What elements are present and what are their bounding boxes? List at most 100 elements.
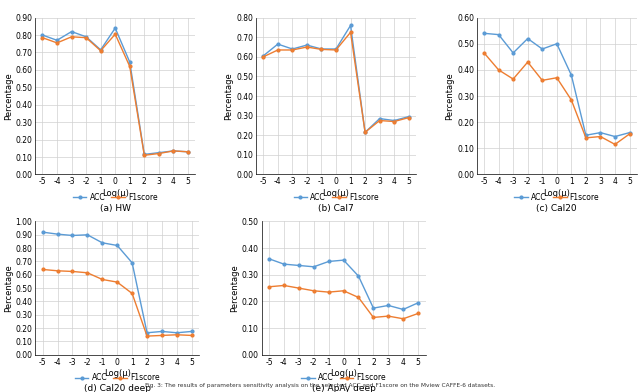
X-axis label: Log(μ): Log(μ) bbox=[543, 189, 570, 198]
Legend: ACC, F1score: ACC, F1score bbox=[291, 190, 381, 205]
ACC bbox=[259, 54, 267, 58]
F1score bbox=[126, 64, 134, 69]
Text: (a) HW: (a) HW bbox=[100, 204, 131, 213]
F1score bbox=[259, 54, 267, 59]
ACC bbox=[140, 152, 148, 157]
F1score bbox=[355, 295, 362, 300]
F1score bbox=[39, 267, 47, 272]
ACC bbox=[553, 42, 561, 46]
Line: F1score: F1score bbox=[41, 33, 189, 157]
ACC bbox=[39, 230, 47, 234]
F1score bbox=[325, 290, 333, 294]
ACC bbox=[399, 307, 407, 312]
Line: ACC: ACC bbox=[41, 231, 193, 334]
Y-axis label: Percentage: Percentage bbox=[230, 264, 239, 312]
F1score bbox=[611, 142, 619, 147]
F1score bbox=[274, 48, 282, 53]
ACC bbox=[143, 330, 151, 335]
F1score bbox=[170, 149, 177, 153]
ACC bbox=[53, 38, 61, 43]
F1score bbox=[111, 32, 119, 36]
Line: ACC: ACC bbox=[483, 32, 631, 138]
ACC bbox=[99, 240, 106, 245]
Legend: ACC, F1score: ACC, F1score bbox=[72, 370, 163, 385]
Text: (b) Cal7: (b) Cal7 bbox=[318, 204, 354, 213]
ACC bbox=[568, 73, 575, 78]
F1score bbox=[509, 77, 517, 82]
Legend: ACC, F1score: ACC, F1score bbox=[511, 190, 602, 205]
F1score bbox=[524, 60, 532, 64]
F1score bbox=[128, 291, 136, 296]
F1score bbox=[361, 130, 369, 135]
X-axis label: Log(μ): Log(μ) bbox=[323, 189, 349, 198]
ACC bbox=[289, 47, 296, 51]
F1score bbox=[53, 40, 61, 45]
ACC bbox=[188, 329, 196, 334]
F1score bbox=[390, 119, 398, 124]
F1score bbox=[38, 35, 46, 40]
ACC bbox=[310, 265, 317, 269]
ACC bbox=[524, 36, 532, 41]
ACC bbox=[385, 303, 392, 308]
ACC bbox=[626, 130, 634, 135]
Text: (d) Cal20 deep: (d) Cal20 deep bbox=[84, 384, 150, 392]
F1score bbox=[538, 78, 546, 83]
Text: (e) ApAy deep: (e) ApAy deep bbox=[312, 384, 376, 392]
ACC bbox=[173, 330, 180, 335]
F1score bbox=[188, 333, 196, 338]
ACC bbox=[54, 232, 61, 236]
F1score bbox=[332, 48, 340, 53]
ACC bbox=[376, 116, 383, 121]
F1score bbox=[54, 269, 61, 273]
F1score bbox=[385, 314, 392, 318]
ACC bbox=[495, 32, 502, 37]
ACC bbox=[265, 256, 273, 261]
ACC bbox=[303, 43, 311, 47]
Line: F1score: F1score bbox=[268, 284, 420, 320]
ACC bbox=[170, 149, 177, 153]
ACC bbox=[405, 114, 413, 119]
F1score bbox=[97, 48, 104, 53]
ACC bbox=[347, 23, 355, 28]
F1score bbox=[99, 277, 106, 282]
Line: ACC: ACC bbox=[41, 27, 189, 156]
F1score bbox=[295, 286, 303, 290]
F1score bbox=[568, 98, 575, 102]
F1score bbox=[140, 153, 148, 158]
Legend: ACC, F1score: ACC, F1score bbox=[298, 370, 389, 385]
ACC bbox=[325, 259, 333, 264]
F1score bbox=[369, 315, 377, 320]
ACC bbox=[369, 306, 377, 310]
F1score bbox=[310, 289, 317, 293]
Y-axis label: Percentage: Percentage bbox=[4, 72, 13, 120]
F1score bbox=[376, 118, 383, 123]
F1score bbox=[265, 285, 273, 289]
Y-axis label: Percentage: Percentage bbox=[445, 72, 454, 120]
ACC bbox=[317, 47, 325, 51]
F1score bbox=[184, 149, 192, 154]
F1score bbox=[405, 115, 413, 120]
F1score bbox=[113, 280, 121, 285]
ACC bbox=[390, 118, 398, 123]
F1score bbox=[155, 151, 163, 156]
ACC bbox=[611, 134, 619, 139]
ACC bbox=[68, 29, 76, 34]
F1score bbox=[596, 134, 604, 139]
ACC bbox=[295, 263, 303, 268]
X-axis label: Log(μ): Log(μ) bbox=[330, 369, 357, 378]
ACC bbox=[480, 31, 488, 36]
ACC bbox=[355, 274, 362, 278]
X-axis label: Log(μ): Log(μ) bbox=[102, 189, 129, 198]
ACC bbox=[97, 47, 104, 52]
Y-axis label: Percentage: Percentage bbox=[225, 72, 234, 120]
F1score bbox=[626, 132, 634, 136]
F1score bbox=[553, 75, 561, 80]
F1score bbox=[280, 283, 288, 288]
ACC bbox=[38, 33, 46, 37]
F1score bbox=[173, 332, 180, 337]
F1score bbox=[83, 35, 90, 40]
F1score bbox=[317, 47, 325, 52]
ACC bbox=[414, 300, 422, 305]
ACC bbox=[332, 47, 340, 51]
ACC bbox=[596, 130, 604, 135]
